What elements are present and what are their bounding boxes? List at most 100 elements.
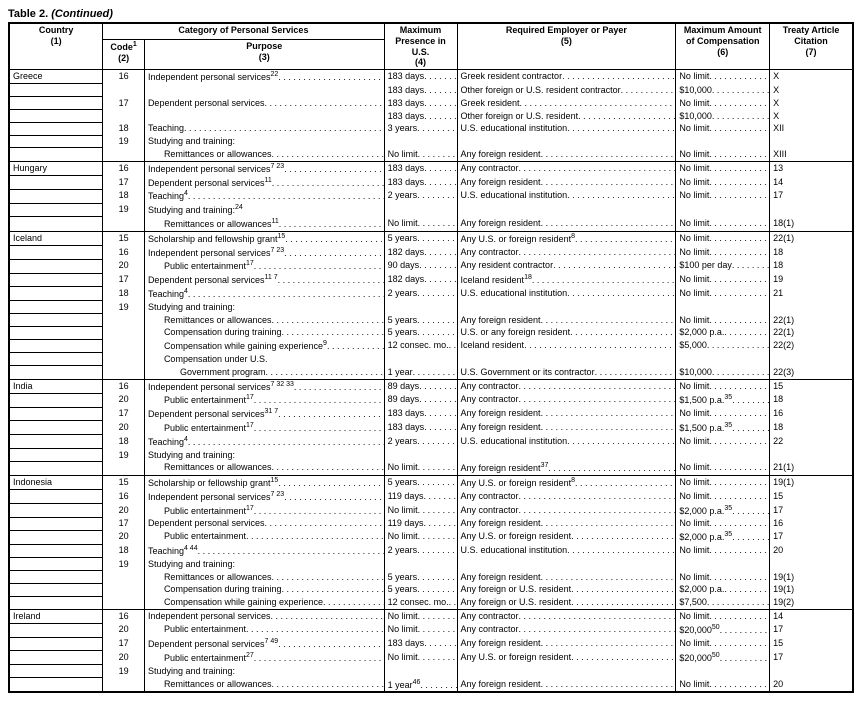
cell-max-presence: No limit . . . . . . . . . . . . . . . .…: [384, 504, 457, 518]
cell-code: [103, 678, 145, 693]
cell-employer: Greek resident contractor . . . . . . . …: [457, 70, 676, 84]
cell-code: 16: [103, 70, 145, 84]
cell-citation: 19(2): [770, 596, 853, 609]
table-row: Greece16Independent personal services22 …: [9, 70, 853, 84]
cell-code: 19: [103, 558, 145, 571]
cell-country: [9, 504, 103, 518]
cell-country: [9, 326, 103, 339]
cell-compensation: $2,000 p.a.35 . . . . . . . . . . . . . …: [676, 530, 770, 544]
cell-max-presence: 5 years . . . . . . . . . . . . . . . . …: [384, 314, 457, 327]
cell-compensation: $10,000 . . . . . . . . . . . . . . . . …: [676, 110, 770, 123]
cell-purpose: Public entertainment17 . . . . . . . . .…: [144, 393, 384, 407]
cell-code: 18: [103, 435, 145, 449]
cell-employer: [457, 665, 676, 678]
cell-purpose: Remittances or allowances . . . . . . . …: [144, 148, 384, 161]
cell-max-presence: 183 days . . . . . . . . . . . . . . . .…: [384, 176, 457, 190]
cell-employer: U.S. educational institution . . . . . .…: [457, 122, 676, 135]
table-row: 20Public entertainment . . . . . . . . .…: [9, 623, 853, 637]
hdr-max-presence: Maximum Presence in U.S.(4): [384, 23, 457, 70]
cell-code: 16: [103, 246, 145, 260]
tax-treaty-table: Country(1) Category of Personal Services…: [8, 22, 854, 693]
table-row: 20Public entertainment17 . . . . . . . .…: [9, 504, 853, 518]
table-row: 17Dependent personal services11 7 . . . …: [9, 273, 853, 287]
cell-employer: Any foreign resident . . . . . . . . . .…: [457, 314, 676, 327]
table-row: 17Dependent personal services31 7 . . . …: [9, 407, 853, 421]
table-row: Remittances or allowances . . . . . . . …: [9, 461, 853, 475]
cell-max-presence: [384, 449, 457, 462]
cell-compensation: No limit . . . . . . . . . . . . . . . .…: [676, 231, 770, 245]
cell-employer: Any contractor . . . . . . . . . . . . .…: [457, 161, 676, 175]
cell-country: [9, 135, 103, 148]
cell-citation: [770, 665, 853, 678]
cell-purpose: Studying and training:: [144, 449, 384, 462]
cell-compensation: [676, 353, 770, 366]
cell-compensation: No limit . . . . . . . . . . . . . . . .…: [676, 97, 770, 110]
cell-purpose: Studying and training:24: [144, 203, 384, 217]
cell-compensation: No limit . . . . . . . . . . . . . . . .…: [676, 273, 770, 287]
cell-citation: 13: [770, 161, 853, 175]
table-row: 18Teaching4 44 . . . . . . . . . . . . .…: [9, 544, 853, 558]
cell-max-presence: [384, 353, 457, 366]
cell-citation: 19(1): [770, 476, 853, 490]
cell-purpose: Public entertainment17 . . . . . . . . .…: [144, 259, 384, 273]
cell-citation: 22(1): [770, 326, 853, 339]
cell-employer: [457, 449, 676, 462]
table-row: 19Studying and training:: [9, 301, 853, 314]
cell-code: 19: [103, 301, 145, 314]
cell-employer: Other foreign or U.S. resident . . . . .…: [457, 110, 676, 123]
cell-country: Indonesia: [9, 476, 103, 490]
table-row: 18Teaching4 . . . . . . . . . . . . . . …: [9, 435, 853, 449]
cell-max-presence: 182 days . . . . . . . . . . . . . . . .…: [384, 273, 457, 287]
cell-code: [103, 110, 145, 123]
cell-max-presence: 183 days . . . . . . . . . . . . . . . .…: [384, 97, 457, 110]
table-row: Indonesia15Scholarship or fellowship gra…: [9, 476, 853, 490]
cell-employer: Any foreign resident . . . . . . . . . .…: [457, 517, 676, 530]
cell-max-presence: 89 days . . . . . . . . . . . . . . . . …: [384, 393, 457, 407]
cell-purpose: Independent personal services22 . . . . …: [144, 70, 384, 84]
table-row: 16Independent personal services7 23 . . …: [9, 490, 853, 504]
cell-code: 17: [103, 517, 145, 530]
cell-max-presence: 5 years . . . . . . . . . . . . . . . . …: [384, 571, 457, 584]
cell-compensation: No limit . . . . . . . . . . . . . . . .…: [676, 544, 770, 558]
cell-citation: 15: [770, 379, 853, 393]
cell-code: 16: [103, 610, 145, 624]
cell-code: [103, 217, 145, 231]
hdr-citation: Treaty Article Citation(7): [770, 23, 853, 70]
cell-max-presence: No limit . . . . . . . . . . . . . . . .…: [384, 623, 457, 637]
hdr-max-comp: Maximum Amount of Compensation(6): [676, 23, 770, 70]
cell-code: 17: [103, 176, 145, 190]
cell-citation: 17: [770, 504, 853, 518]
cell-citation: 17: [770, 189, 853, 203]
cell-country: [9, 122, 103, 135]
cell-employer: Any resident contractor . . . . . . . . …: [457, 259, 676, 273]
cell-employer: U.S. educational institution . . . . . .…: [457, 189, 676, 203]
cell-compensation: $2,000 p.a. . . . . . . . . . . . . . . …: [676, 583, 770, 596]
cell-code: 19: [103, 665, 145, 678]
cell-purpose: Compensation during training . . . . . .…: [144, 326, 384, 339]
cell-citation: 16: [770, 407, 853, 421]
cell-citation: 15: [770, 490, 853, 504]
cell-compensation: No limit . . . . . . . . . . . . . . . .…: [676, 571, 770, 584]
cell-code: [103, 596, 145, 609]
cell-code: [103, 571, 145, 584]
cell-code: 16: [103, 490, 145, 504]
table-row: 19Studying and training:24: [9, 203, 853, 217]
cell-country: [9, 637, 103, 651]
cell-citation: [770, 203, 853, 217]
cell-purpose: Independent personal services7 23 . . . …: [144, 246, 384, 260]
cell-purpose: Studying and training:: [144, 301, 384, 314]
cell-code: 17: [103, 273, 145, 287]
table-row: 19Studying and training:: [9, 135, 853, 148]
cell-compensation: $20,00050 . . . . . . . . . . . . . . . …: [676, 623, 770, 637]
table-row: Compensation during training . . . . . .…: [9, 326, 853, 339]
cell-employer: Any U.S. or foreign resident . . . . . .…: [457, 651, 676, 665]
cell-purpose: Remittances or allowances . . . . . . . …: [144, 461, 384, 475]
cell-compensation: $5,000 . . . . . . . . . . . . . . . . .…: [676, 339, 770, 353]
hdr-country: Country(1): [9, 23, 103, 70]
cell-purpose: Compensation while gaining experience . …: [144, 596, 384, 609]
cell-purpose: Teaching4 . . . . . . . . . . . . . . . …: [144, 435, 384, 449]
table-row: 19Studying and training:: [9, 449, 853, 462]
cell-code: [103, 326, 145, 339]
table-row: 17Dependent personal services7 49 . . . …: [9, 637, 853, 651]
cell-purpose: Studying and training:: [144, 135, 384, 148]
